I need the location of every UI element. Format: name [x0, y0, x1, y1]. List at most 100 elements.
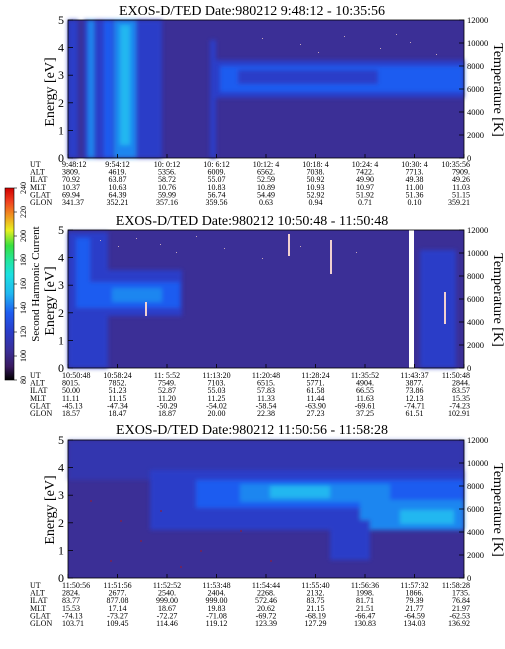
panel-1-cell: 7713. — [406, 168, 424, 177]
panel-3-cell: 79.39 — [406, 596, 424, 605]
panel-2-title: EXOS-D/TED Date:980212 10:50:48 - 11:50:… — [116, 214, 388, 229]
panel-1-cell: 3809. — [62, 168, 80, 177]
panel-1-y2tick-label: 10000 — [467, 38, 488, 48]
panel-3: EXOS-D/TED Date:980212 11:50:56 - 11:58:… — [30, 423, 505, 628]
colorbar-tick-label: 120 — [19, 326, 28, 338]
panel-3-cell: 11:57:32 — [400, 581, 428, 590]
panel-2-cell: 11:13:20 — [202, 371, 230, 380]
panel-1-row-label: UT — [30, 160, 41, 169]
panel-1-cell: 6562. — [257, 168, 275, 177]
panel-2-cell: 57.83 — [257, 386, 275, 395]
panel-3-cell: 2824. — [62, 589, 80, 598]
panel-3-cell: 11:55:40 — [301, 581, 329, 590]
panel-1-row-label: GLON — [30, 198, 52, 207]
panel-3-cell: 21.97 — [452, 604, 470, 613]
panel-2-cell: 11: 5:52 — [154, 371, 180, 380]
panel-1-cell: 10.97 — [356, 183, 374, 192]
panel-2-cell: 11.25 — [208, 394, 226, 403]
panel-3-cell: 2132. — [307, 589, 325, 598]
panel-2-cell: 7103. — [208, 379, 226, 388]
panel-2-row-label: GLON — [30, 409, 52, 418]
panel-2-cell: 11:35:52 — [351, 371, 379, 380]
panel-2-cell: 10:50:48 — [62, 371, 90, 380]
panel-3-cell: -72.27 — [157, 611, 178, 620]
panel-3-cell: 109.45 — [107, 619, 129, 628]
panel-1-cell: 0.71 — [358, 198, 372, 207]
panel-3-cell: 127.29 — [305, 619, 327, 628]
panel-1-cell: 10:12: 4 — [253, 160, 279, 169]
panel-1-cell: 359.56 — [206, 198, 228, 207]
panel-3-cell: 103.71 — [62, 619, 84, 628]
panel-1-cell: 9:54:12 — [105, 160, 129, 169]
panel-3-cell: 2540. — [158, 589, 176, 598]
panel-3-y2label: Temperature [K] — [490, 463, 505, 556]
panel-2-cell: -50.29 — [157, 401, 178, 410]
panel-3-y2tick-label: 4000 — [467, 527, 484, 537]
panel-2-ytick-label: 4 — [58, 251, 64, 265]
panel-1-ylabel: Energy [eV] — [43, 57, 58, 126]
panel-3-cell: 81.71 — [356, 596, 374, 605]
panel-1-heatmap — [68, 20, 464, 158]
panel-3-ytick-label: 4 — [58, 461, 64, 475]
panel-2-cell: -74.71 — [404, 401, 425, 410]
panel-3-cell: 83.77 — [62, 596, 80, 605]
panel-3-y2tick-label: 10000 — [467, 458, 488, 468]
panel-1-cell: 64.39 — [109, 190, 127, 199]
panel-1-y2tick-label: 2000 — [467, 130, 484, 140]
panel-2-row-label: GLAT — [30, 401, 51, 410]
panel-1-cell: 10.93 — [307, 183, 325, 192]
panel-3-ytick-label: 5 — [58, 433, 64, 447]
panel-2-cell: 83.57 — [452, 386, 470, 395]
panel-2-y2tick-label: 0 — [467, 363, 471, 373]
panel-2-cell: 18.47 — [109, 409, 127, 418]
panel-2-cell: 55.03 — [208, 386, 226, 395]
panel-3-cell: 11:54:44 — [252, 581, 280, 590]
panel-2-cell: 22.38 — [257, 409, 275, 418]
panel-2-row-label: MLT — [30, 394, 46, 403]
panel-2-ytick-label: 1 — [58, 333, 64, 347]
panel-1-cell: 7038. — [307, 168, 325, 177]
panel-1-cell: 0.10 — [408, 198, 422, 207]
panel-1-title: EXOS-D/TED Date:980212 9:48:12 - 10:35:5… — [119, 4, 385, 19]
panel-3-cell: 76.84 — [452, 596, 470, 605]
panel-3-ytick-label: 0 — [58, 571, 64, 585]
panel-1-cell: 10:35:56 — [442, 160, 470, 169]
colorbar-tick-label: 80 — [19, 376, 28, 384]
panel-1-ytick-label: 4 — [58, 41, 64, 55]
panel-2-cell: -47.34 — [107, 401, 128, 410]
panel-1-cell: 50.92 — [307, 175, 325, 184]
panel-2-cell: 27.23 — [307, 409, 325, 418]
panel-1-cell: 10.63 — [109, 183, 127, 192]
panel-1-row-label: ILAT — [30, 175, 47, 184]
panel-3-cell: 21.15 — [307, 604, 325, 613]
panel-2-cell: -74.23 — [449, 401, 470, 410]
panel-1-ytick-label: 3 — [58, 68, 64, 82]
panel-1-cell: 58.72 — [158, 175, 176, 184]
panel-3-cell: 877.08 — [107, 596, 129, 605]
panel-2-cell: -54.02 — [206, 401, 227, 410]
panel-3-y2tick-label: 12000 — [467, 435, 488, 445]
colorbar-tick-label: 240 — [19, 182, 28, 194]
colorbar-tick-label: 160 — [19, 278, 28, 290]
panel-3-row-label: GLAT — [30, 611, 51, 620]
panel-1-cell: 49.26 — [452, 175, 470, 184]
panel-1-cell: 56.74 — [208, 190, 226, 199]
panel-2-cell: 5771. — [307, 379, 325, 388]
panel-2-ytick-label: 3 — [58, 278, 64, 292]
panel-1-y2tick-label: 12000 — [467, 15, 488, 25]
panel-1-cell: 49.38 — [406, 175, 424, 184]
panel-2-cell: 11:28:24 — [301, 371, 329, 380]
panel-2-cell: 61.58 — [307, 386, 325, 395]
panel-2-cell: -69.61 — [355, 401, 376, 410]
panel-3-cell: 119.12 — [206, 619, 228, 628]
colorbar-tick-label: 200 — [19, 230, 28, 242]
panel-1-row-label: GLAT — [30, 190, 51, 199]
panel-3-cell: 1866. — [406, 589, 424, 598]
panel-3-y2tick-label: 2000 — [467, 550, 484, 560]
panel-3-cell: 123.39 — [255, 619, 277, 628]
panel-1-cell: 11.00 — [406, 183, 424, 192]
panel-3-cell: 18.67 — [158, 604, 176, 613]
panel-2-cell: 11.11 — [62, 394, 79, 403]
panel-1-y2tick-label: 0 — [467, 153, 471, 163]
